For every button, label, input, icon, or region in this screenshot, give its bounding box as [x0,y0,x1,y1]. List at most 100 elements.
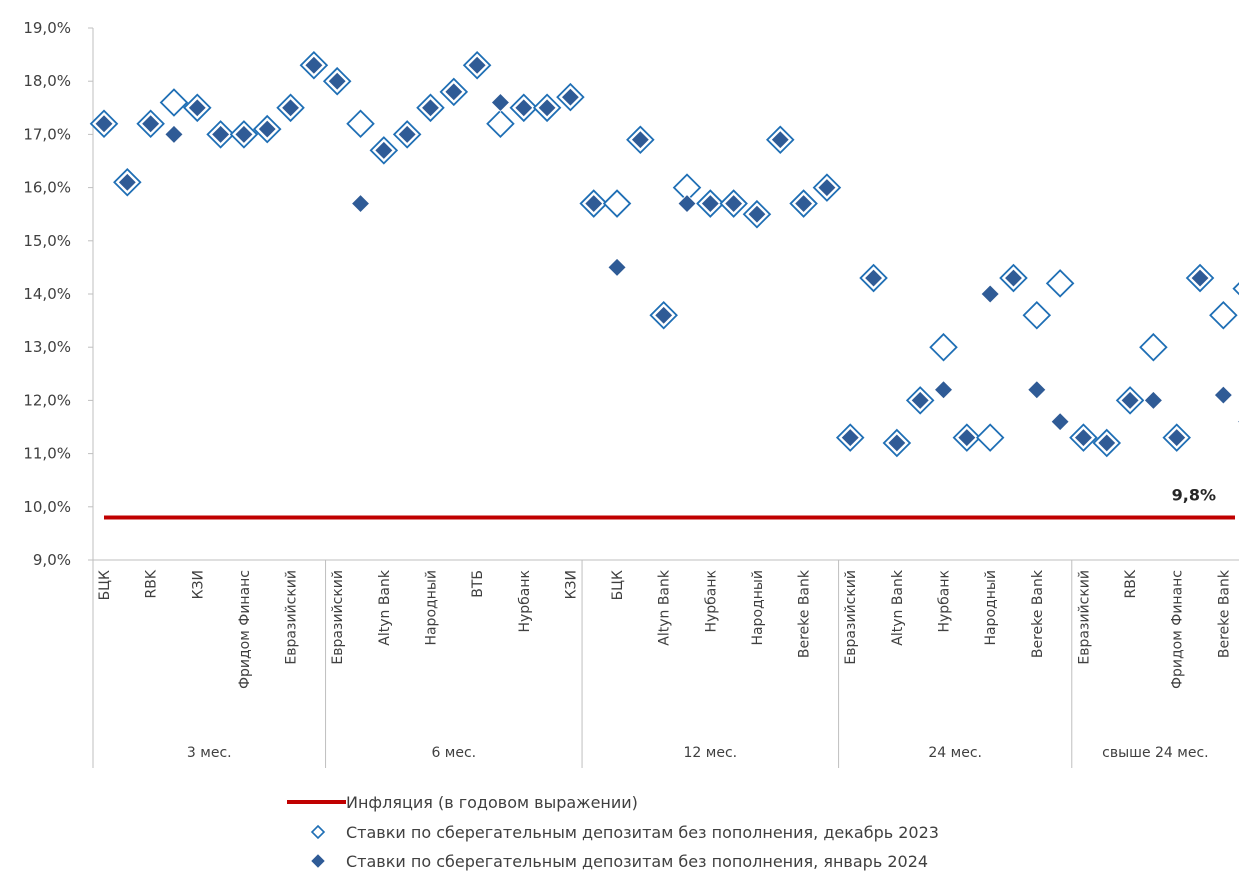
x-tick-label: Altyn Bank [657,569,673,646]
jan-2024-point [794,193,814,214]
dec-2023-point [975,423,1005,452]
legend-inflation-label: Инфляция (в годовом выражении) [346,793,638,812]
jan-2024-point [607,257,627,277]
x-tick-label: Нурбанк [937,570,953,633]
x-tick-label: Altyn Bank [377,569,393,646]
jan-2024-point [1120,390,1140,410]
jan-2024-point [420,98,441,118]
jan-2024-point [397,124,417,144]
legend: Инфляция (в годовом выражении) Ставки по … [287,793,939,871]
jan-2024-point [1143,390,1163,410]
jan-2024-point [1097,433,1117,453]
x-tick-label: Народный [983,570,999,646]
x-tick-label: Altyn Bank [890,569,906,646]
y-tick-label: 17,0% [23,125,71,143]
x-tick-label: RBK [1123,569,1139,598]
jan-2024-point [327,71,347,91]
x-tick-label: Bereke Bank [1030,569,1046,658]
series-december-2023 [89,50,1239,458]
dec-2023-point [1022,301,1052,330]
y-tick-label: 12,0% [23,391,71,409]
jan-2024-point [537,98,557,118]
jan-2024-point [514,98,534,118]
jan-2024-point [724,193,744,214]
y-tick-label: 19,0% [23,19,71,37]
jan-2024-point [584,193,604,214]
jan-2024-point [957,428,977,448]
jan-2024-point [840,428,860,448]
jan-2024-point [1190,268,1210,288]
jan-2024-point [234,124,254,144]
dec-2023-point [486,109,515,139]
y-tick-label: 16,0% [23,179,71,197]
jan-2024-point [94,114,114,134]
group-label: 12 мес. [684,745,738,761]
jan-2024-point [910,390,930,410]
group-label: 3 мес. [187,745,232,761]
jan-2024-point [887,433,907,453]
jan-2024-point [747,204,767,224]
inflation-line-group: 9,8% [104,485,1235,520]
dec-2023-point [1045,269,1075,298]
jan-2024-point [560,87,580,107]
jan-2024-point [490,92,511,113]
jan-2024-point [1213,385,1233,405]
jan-2024-point [863,268,884,288]
legend-dec-2023-swatch [310,824,326,840]
jan-2024-point [770,130,790,150]
jan-2024-point [117,172,137,192]
jan-2024-point [654,305,674,325]
group-label: 24 мес. [928,745,982,761]
x-tick-label: Евразийский [1076,570,1092,665]
dec-2023-point [602,189,632,218]
jan-2024-point [1167,428,1187,448]
jan-2024-point [700,193,720,214]
jan-2024-point [980,284,1000,304]
legend-jan-2024-label: Ставки по сберегательным депозитам без п… [346,852,928,871]
x-tick-label: Народный [423,570,439,646]
x-tick-label: КЗИ [190,570,206,599]
dec-2023-point [929,332,958,362]
jan-2024-point [677,193,697,214]
y-tick-label: 18,0% [23,72,71,90]
legend-jan-2024-swatch [311,854,325,868]
jan-2024-point [467,55,487,75]
x-tick-label: Евразийский [843,570,859,665]
x-tick-label: Народный [750,570,766,646]
jan-2024-point [1027,380,1047,400]
jan-2024-point [187,98,207,118]
y-tick-label: 10,0% [23,498,71,516]
y-axis: 9,0% 10,0% 11,0% 12,0% 13,0% 14,0% 15,0% 16,0% 1… [23,19,94,569]
jan-2024-point [164,124,184,144]
y-tick-label: 9,0% [33,551,71,569]
x-tick-label: КЗИ [563,570,579,599]
x-tick-label: Евразийский [330,570,346,665]
dec-2023-point [1232,282,1239,296]
y-tick-label: 14,0% [23,285,71,303]
x-tick-label: Bereke Bank [797,569,813,658]
jan-2024-point [1003,268,1024,288]
jan-2024-point [817,178,837,198]
jan-2024-point [933,380,954,400]
dec-2023-point [159,88,189,117]
jan-2024-point [304,55,324,75]
inflation-value-label: 9,8% [1172,485,1216,504]
group-label: свыше 24 мес. [1102,745,1208,761]
jan-2024-point [1073,428,1094,448]
dec-2023-point [1209,301,1238,330]
x-tick-label: Фридом Финанс [237,570,253,689]
x-tick-label: RBK [144,569,160,598]
y-tick-label: 11,0% [23,445,71,463]
x-tick-label: Евразийский [284,570,300,665]
legend-dec-2023-label: Ставки по сберегательным депозитам без п… [346,823,939,842]
jan-2024-point [444,82,464,102]
x-tick-label: ВТБ [470,570,486,598]
series-january-2024 [94,55,1239,453]
group-label: 6 мес. [431,745,476,761]
x-axis: БЦК RBK КЗИ Фридом Финанс Евразийский Евразий… [92,559,1239,768]
x-tick-label: Bereke Bank [1216,569,1232,658]
x-tick-label: Нурбанк [703,570,719,633]
x-tick-label: Фридом Финанс [1170,570,1186,689]
y-tick-label: 13,0% [23,338,71,356]
